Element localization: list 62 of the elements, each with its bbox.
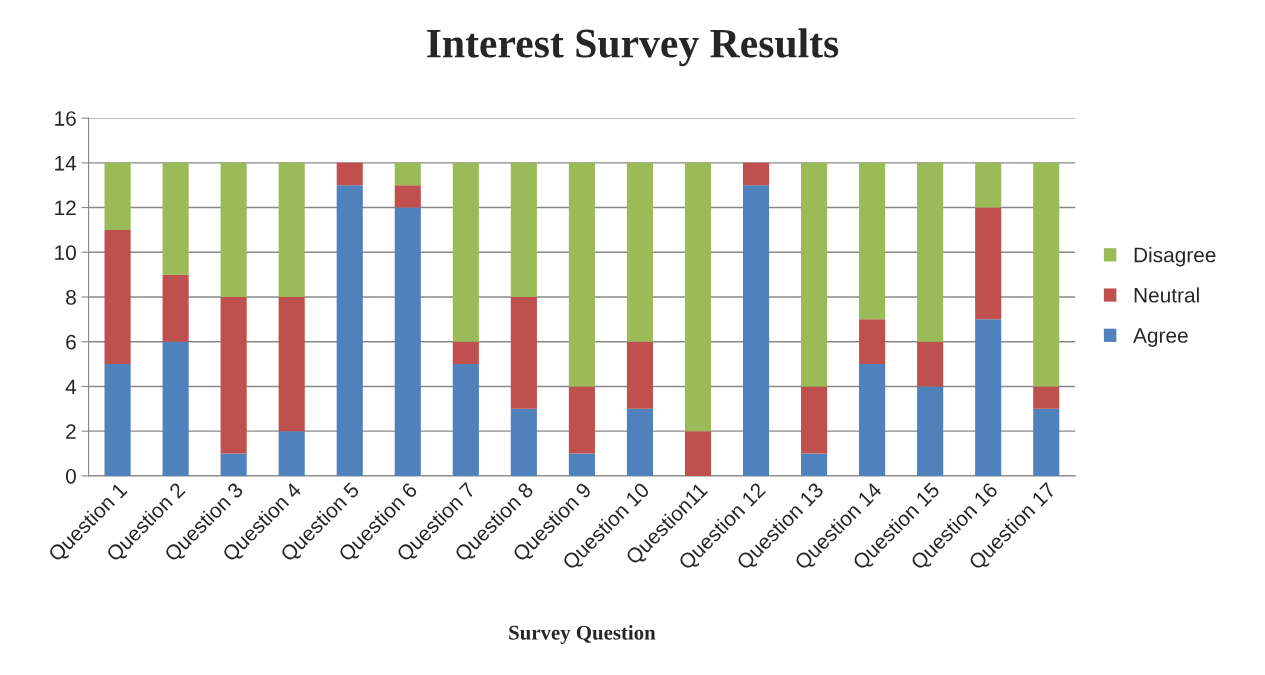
y-tick-label: 16 (55, 111, 76, 126)
y-tick-label: 12 (55, 200, 76, 216)
bar (975, 319, 1002, 476)
legend-label: Neutral (1134, 287, 1199, 303)
bar (104, 364, 131, 476)
bar (568, 386, 595, 454)
y-tick-label: 4 (65, 379, 77, 394)
bar (859, 364, 886, 476)
bar (1033, 162, 1060, 387)
bar (162, 274, 189, 342)
bar (452, 341, 479, 365)
bar (801, 162, 828, 387)
y-tick-label: 8 (66, 290, 76, 305)
y-tick-label: 0 (65, 468, 76, 484)
bar (220, 297, 247, 454)
bar (626, 408, 653, 476)
chart-title: Interest Survey Results (427, 28, 839, 67)
bar (917, 162, 944, 342)
bar (742, 185, 770, 476)
bar (917, 386, 944, 476)
y-tick-label: 10 (55, 245, 76, 261)
legend-label: Agree (1133, 328, 1188, 347)
bar (742, 162, 770, 186)
bar (859, 319, 886, 365)
y-tick-label: 2 (66, 424, 76, 439)
bar (220, 162, 247, 297)
bar (510, 297, 537, 409)
bar (568, 162, 595, 387)
bar (104, 162, 131, 230)
bar (278, 431, 305, 476)
bar (801, 453, 828, 476)
bar (452, 162, 479, 342)
y-tick-label: 14 (55, 156, 77, 171)
bar (626, 162, 653, 342)
bar (510, 162, 537, 297)
bar (278, 162, 305, 297)
bar (859, 162, 886, 320)
bar (975, 162, 1002, 208)
bar (684, 162, 712, 432)
bar (162, 162, 189, 275)
bar (394, 162, 421, 186)
bar (162, 341, 189, 476)
bar (684, 431, 712, 476)
bar (220, 453, 247, 476)
bar (975, 207, 1002, 320)
bar (568, 453, 595, 476)
bar (394, 185, 421, 208)
x-axis-title: Survey Question (509, 625, 656, 644)
bar (452, 364, 479, 476)
bar (278, 297, 305, 432)
bar (336, 185, 363, 476)
bar (336, 162, 363, 186)
bar (104, 229, 131, 365)
bar (510, 408, 537, 476)
legend-label: Disagree (1134, 247, 1216, 267)
bar (1033, 386, 1060, 409)
bar (626, 341, 653, 409)
bar (394, 207, 421, 476)
y-tick-label: 6 (66, 334, 76, 350)
bar (801, 386, 828, 454)
bar (917, 341, 944, 387)
bar (1033, 408, 1060, 476)
